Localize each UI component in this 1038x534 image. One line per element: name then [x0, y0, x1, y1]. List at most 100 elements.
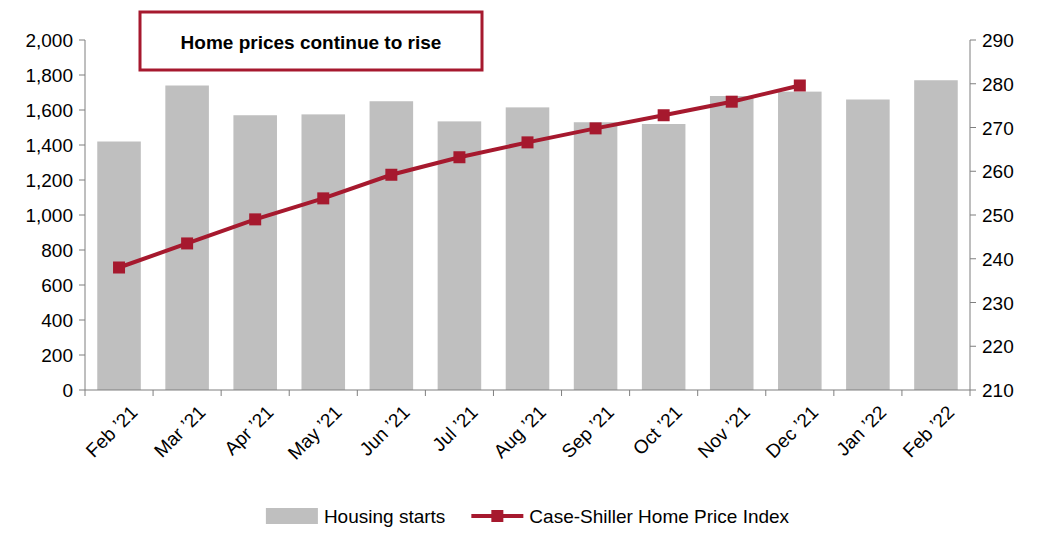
x-tick-label: Dec ’21: [762, 402, 822, 462]
x-tick: [629, 390, 630, 396]
y-tick: [79, 75, 85, 76]
y2-tick: [970, 40, 976, 41]
x-tick-label: Nov ’21: [694, 402, 754, 462]
bar: [778, 92, 822, 390]
y2-tick: [970, 83, 976, 84]
y-tick-label: 200: [41, 345, 73, 366]
legend-item: Case-Shiller Home Price Index: [471, 506, 789, 527]
y-tick-label: 1,200: [25, 170, 73, 191]
x-tick: [765, 390, 766, 396]
x-tick: [221, 390, 222, 396]
y-tick: [79, 390, 85, 391]
x-tick-label: Jul ’21: [428, 402, 482, 456]
y2-tick: [970, 302, 976, 303]
y-tick-label: 400: [41, 310, 73, 331]
marker: [522, 136, 534, 148]
x-tick-label: May ’21: [284, 402, 346, 464]
y-tick-label: 0: [62, 380, 73, 401]
y2-tick: [970, 215, 976, 216]
plot-area: [97, 80, 957, 391]
x-tick: [901, 390, 902, 396]
marker: [658, 109, 670, 121]
marker: [317, 192, 329, 204]
marker: [794, 80, 806, 92]
y-tick-label: 2,000: [25, 30, 73, 51]
y2-tick-label: 290: [982, 30, 1014, 51]
y2-tick: [970, 390, 976, 391]
y-tick-label: 1,600: [25, 100, 73, 121]
marker: [113, 262, 125, 274]
legend-label: Housing starts: [324, 506, 445, 527]
y2-tick: [970, 346, 976, 347]
bar: [574, 122, 618, 390]
x-tick-label: Feb ’21: [82, 402, 142, 462]
y-tick-label: 1,400: [25, 135, 73, 156]
y2-tick: [970, 258, 976, 259]
y2-tick-label: 280: [982, 74, 1014, 95]
x-axis-line: [85, 390, 970, 391]
y-tick: [79, 40, 85, 41]
x-tick: [561, 390, 562, 396]
x-tick: [970, 390, 971, 396]
y2-tick: [970, 171, 976, 172]
x-tick-label: Apr ’21: [220, 402, 277, 459]
legend-marker: [491, 510, 503, 522]
marker: [249, 213, 261, 225]
title-frame: [140, 12, 482, 70]
x-tick-label: Oct ’21: [629, 402, 686, 459]
legend-label: Case-Shiller Home Price Index: [529, 506, 789, 527]
x-tick: [697, 390, 698, 396]
x-tick-label: Mar ’21: [150, 402, 210, 462]
bar: [233, 115, 277, 390]
bar: [97, 142, 141, 391]
y-tick: [79, 250, 85, 251]
x-tick: [289, 390, 290, 396]
marker: [453, 151, 465, 163]
y2-tick-label: 270: [982, 118, 1014, 139]
bar: [506, 107, 550, 390]
y-tick: [79, 320, 85, 321]
x-tick-label: Feb ’22: [899, 402, 959, 462]
legend: Housing starts Case-Shiller Home Price In…: [266, 506, 790, 527]
y2-tick-label: 240: [982, 249, 1014, 270]
title: Home prices continue to rise: [181, 32, 442, 53]
y-tick: [79, 215, 85, 216]
bar: [914, 80, 958, 390]
y-tick: [79, 355, 85, 356]
x-tick: [357, 390, 358, 396]
x-tick-label: Jun ’21: [356, 402, 414, 460]
y-tick-label: 1,000: [25, 205, 73, 226]
legend-item: Housing starts: [266, 506, 445, 527]
y2-tick-label: 220: [982, 336, 1014, 357]
y-tick: [79, 110, 85, 111]
bar: [710, 96, 754, 390]
bar: [642, 124, 686, 390]
x-tick: [425, 390, 426, 396]
marker: [181, 237, 193, 249]
y2-tick-label: 230: [982, 293, 1014, 314]
x-tick: [833, 390, 834, 396]
x-tick-label: Sep ’21: [558, 402, 618, 462]
line: [119, 86, 800, 268]
bar: [370, 101, 414, 390]
x-tick: [493, 390, 494, 396]
y2-tick-label: 260: [982, 161, 1014, 182]
chart: 02004006008001,0001,2001,4001,6001,8002,…: [0, 0, 1038, 534]
marker: [726, 96, 738, 108]
x-tick-label: Jan ’22: [832, 402, 890, 460]
y-tick-label: 800: [41, 240, 73, 261]
y2-tick-label: 250: [982, 205, 1014, 226]
y-tick: [79, 145, 85, 146]
y2-tick: [970, 127, 976, 128]
x-tick: [85, 390, 86, 396]
y2-tick-label: 210: [982, 380, 1014, 401]
legend-swatch: [266, 508, 318, 524]
marker: [385, 169, 397, 181]
bar: [846, 100, 890, 391]
y-tick: [79, 180, 85, 181]
x-tick-label: Aug ’21: [490, 402, 550, 462]
y-tick-label: 1,800: [25, 65, 73, 86]
bar: [301, 114, 345, 390]
y-tick: [79, 285, 85, 286]
marker: [590, 122, 602, 134]
